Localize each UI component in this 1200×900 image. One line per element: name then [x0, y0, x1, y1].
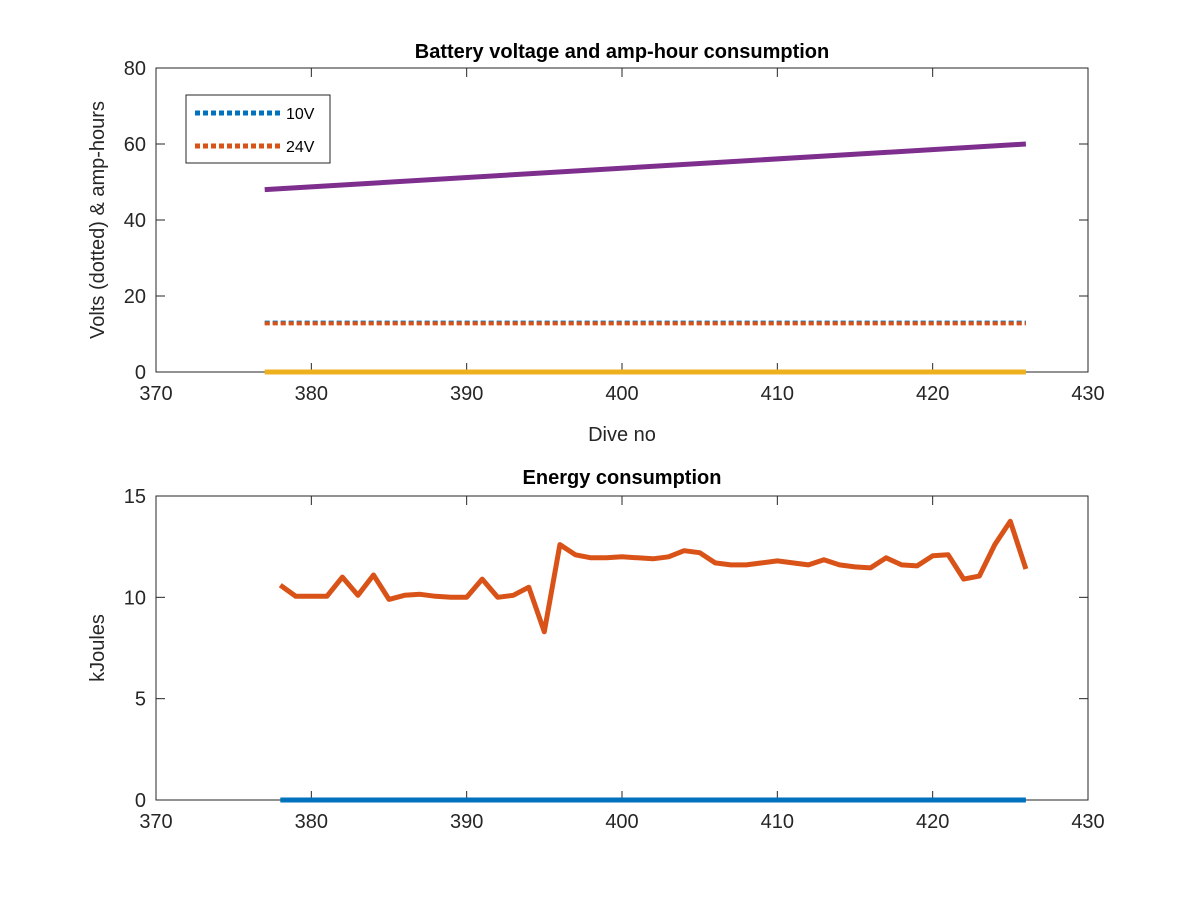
x-tick-label: 430	[1071, 383, 1104, 405]
x-tick-label: 390	[450, 383, 483, 405]
chart-title-energy: Energy consumption	[523, 467, 722, 489]
y-ticks-energy: 0 5 10 15	[124, 486, 1088, 812]
x-tick-label: 400	[605, 383, 638, 405]
x-tick-label: 380	[295, 811, 328, 833]
x-tick-label: 400	[605, 811, 638, 833]
legend-label-24v: 24V	[286, 139, 315, 156]
x-ticks-energy: 370 380 390 400 410 420 430	[139, 496, 1105, 833]
x-tick-label: 430	[1071, 811, 1104, 833]
x-axis-label-battery: Dive no	[588, 424, 656, 446]
series-line-energy-1	[278, 518, 1029, 635]
y-tick-label: 0	[135, 790, 146, 812]
series-line-battery-3	[264, 141, 1027, 193]
series-energy	[278, 518, 1029, 803]
series-battery	[264, 141, 1027, 375]
y-tick-label: 80	[124, 58, 146, 80]
x-tick-label: 370	[139, 811, 172, 833]
x-tick-label: 390	[450, 811, 483, 833]
y-tick-label: 15	[124, 486, 146, 508]
y-tick-label: 0	[135, 362, 146, 384]
y-axis-label-energy: kJoules	[87, 614, 109, 682]
x-tick-label: 370	[139, 383, 172, 405]
x-tick-label: 410	[761, 383, 794, 405]
subplot-battery: 370 380 390 400 410 420 430 0 20 40 60 80 Battery …	[87, 41, 1105, 446]
chart-title-battery: Battery voltage and amp-hour consumption	[415, 41, 829, 63]
y-tick-label: 10	[124, 587, 146, 609]
subplot-energy: 370 380 390 400 410 420 430 0 5 10 15 Energy cons…	[87, 467, 1105, 833]
y-ticks-battery: 0 20 40 60 80	[124, 58, 1088, 384]
legend: 10V 24V	[185, 94, 331, 164]
legend-label-10v: 10V	[286, 106, 315, 123]
y-tick-label: 60	[124, 134, 146, 156]
plot-area-energy	[155, 495, 1089, 801]
y-axis-label-battery: Volts (dotted) & amp-hours	[87, 101, 109, 339]
x-tick-label: 420	[916, 811, 949, 833]
x-tick-label: 420	[916, 383, 949, 405]
y-tick-label: 40	[124, 210, 146, 232]
legend-box	[185, 94, 331, 164]
y-tick-label: 5	[135, 689, 146, 711]
y-tick-label: 20	[124, 286, 146, 308]
x-tick-label: 410	[761, 811, 794, 833]
x-tick-label: 380	[295, 383, 328, 405]
